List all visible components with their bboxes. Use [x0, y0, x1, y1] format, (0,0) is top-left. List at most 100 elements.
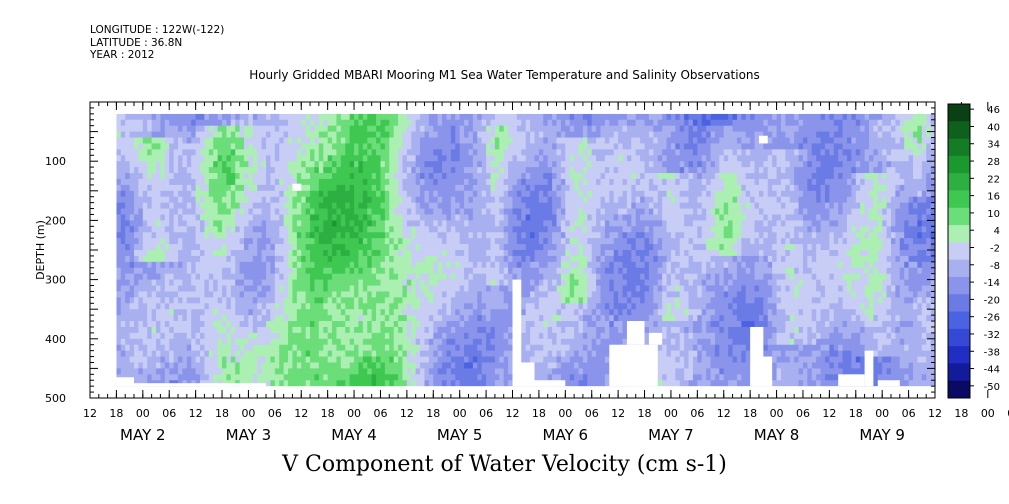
heatmap-cell — [125, 143, 131, 150]
heatmap-cell — [420, 155, 426, 162]
heatmap-cell — [376, 137, 382, 145]
heatmap-cell — [547, 255, 553, 263]
heatmap-cell — [279, 190, 285, 198]
heatmap-cell — [173, 178, 179, 186]
heatmap-cell — [310, 137, 316, 145]
heatmap-cell — [398, 309, 404, 316]
heatmap-cell — [437, 326, 443, 334]
heatmap-cell — [569, 161, 575, 168]
heatmap-cell — [569, 326, 575, 334]
heatmap-cell — [266, 350, 272, 358]
heatmap-cell — [217, 374, 223, 381]
heatmap-cell — [503, 273, 509, 281]
heatmap-cell — [490, 190, 496, 198]
heatmap-cell — [442, 184, 448, 192]
heatmap-cell — [191, 273, 197, 281]
heatmap-cell — [446, 208, 452, 216]
heatmap-cell — [530, 232, 536, 239]
heatmap-cell — [428, 214, 434, 221]
heatmap-cell — [415, 303, 421, 310]
heatmap-cell — [468, 255, 474, 263]
heatmap-cell — [217, 226, 223, 233]
heatmap-cell — [354, 238, 360, 245]
heatmap-cell — [147, 226, 153, 233]
heatmap-cell — [380, 344, 386, 352]
heatmap-cell — [389, 261, 395, 269]
heatmap-cell — [428, 368, 434, 375]
heatmap-cell — [345, 238, 351, 245]
heatmap-cell — [213, 321, 219, 328]
heatmap-cell — [455, 368, 461, 375]
heatmap-cell — [292, 232, 298, 239]
heatmap-cell — [560, 244, 566, 251]
heatmap-cell — [222, 173, 228, 180]
heatmap-cell — [173, 161, 179, 168]
heatmap-cell — [556, 356, 562, 364]
heatmap-cell — [327, 273, 333, 281]
heatmap-cell — [248, 155, 254, 162]
heatmap-cell — [376, 326, 382, 334]
heatmap-cell — [173, 220, 179, 227]
heatmap-cell — [274, 255, 280, 263]
heatmap-cell — [556, 273, 562, 281]
heatmap-cell — [129, 161, 135, 168]
heatmap-cell — [398, 238, 404, 245]
heatmap-cell — [521, 326, 527, 334]
heatmap-cell — [340, 344, 346, 352]
heatmap-cell — [283, 220, 289, 227]
heatmap-cell — [406, 338, 412, 346]
heatmap-cell — [230, 196, 236, 204]
heatmap-cell — [455, 321, 461, 328]
heatmap-cell — [525, 321, 531, 328]
heatmap-cell — [525, 173, 531, 180]
heatmap-cell — [235, 220, 241, 227]
heatmap-cell — [402, 315, 408, 322]
heatmap-cell — [200, 374, 206, 381]
heatmap-cell — [134, 167, 140, 174]
heatmap-cell — [283, 285, 289, 293]
heatmap-cell — [574, 315, 580, 322]
heatmap-cell — [186, 238, 192, 245]
heatmap-cell — [380, 119, 386, 127]
heatmap-cell — [411, 226, 417, 233]
heatmap-cell — [477, 350, 483, 358]
heatmap-cell — [120, 309, 126, 316]
heatmap-cell — [433, 362, 439, 369]
heatmap-cell — [217, 309, 223, 316]
heatmap-cell — [279, 250, 285, 257]
heatmap-cell — [147, 279, 153, 287]
heatmap-cell — [521, 344, 527, 352]
heatmap-cell — [362, 291, 368, 298]
heatmap-cell — [151, 232, 157, 239]
heatmap-cell — [512, 137, 518, 145]
heatmap-cell — [389, 190, 395, 198]
heatmap-cell — [147, 125, 153, 133]
heatmap-cell — [565, 326, 571, 334]
heatmap-cell — [195, 285, 201, 293]
heatmap-cell — [437, 161, 443, 168]
heatmap-cell — [398, 326, 404, 334]
heatmap-cell — [257, 326, 263, 334]
heatmap-cell — [142, 362, 148, 369]
heatmap-cell — [420, 119, 426, 127]
heatmap-cell — [142, 356, 148, 364]
heatmap-cell — [490, 137, 496, 145]
heatmap-cell — [569, 149, 575, 156]
heatmap-cell — [323, 362, 329, 369]
heatmap-cell — [129, 273, 135, 281]
heatmap-cell — [393, 309, 399, 316]
heatmap-cell — [164, 267, 170, 275]
heatmap-cell — [376, 196, 382, 204]
heatmap-cell — [151, 143, 157, 150]
heatmap-cell — [411, 250, 417, 257]
heatmap-cell — [270, 374, 276, 381]
heatmap-cell — [252, 350, 258, 358]
heatmap-cell — [244, 190, 250, 198]
heatmap-cell — [301, 321, 307, 328]
heatmap-cell — [261, 178, 267, 186]
heatmap-cell — [217, 326, 223, 334]
heatmap-cell — [257, 362, 263, 369]
heatmap-cell — [204, 143, 210, 150]
heatmap-cell — [164, 261, 170, 269]
heatmap-cell — [574, 326, 580, 334]
